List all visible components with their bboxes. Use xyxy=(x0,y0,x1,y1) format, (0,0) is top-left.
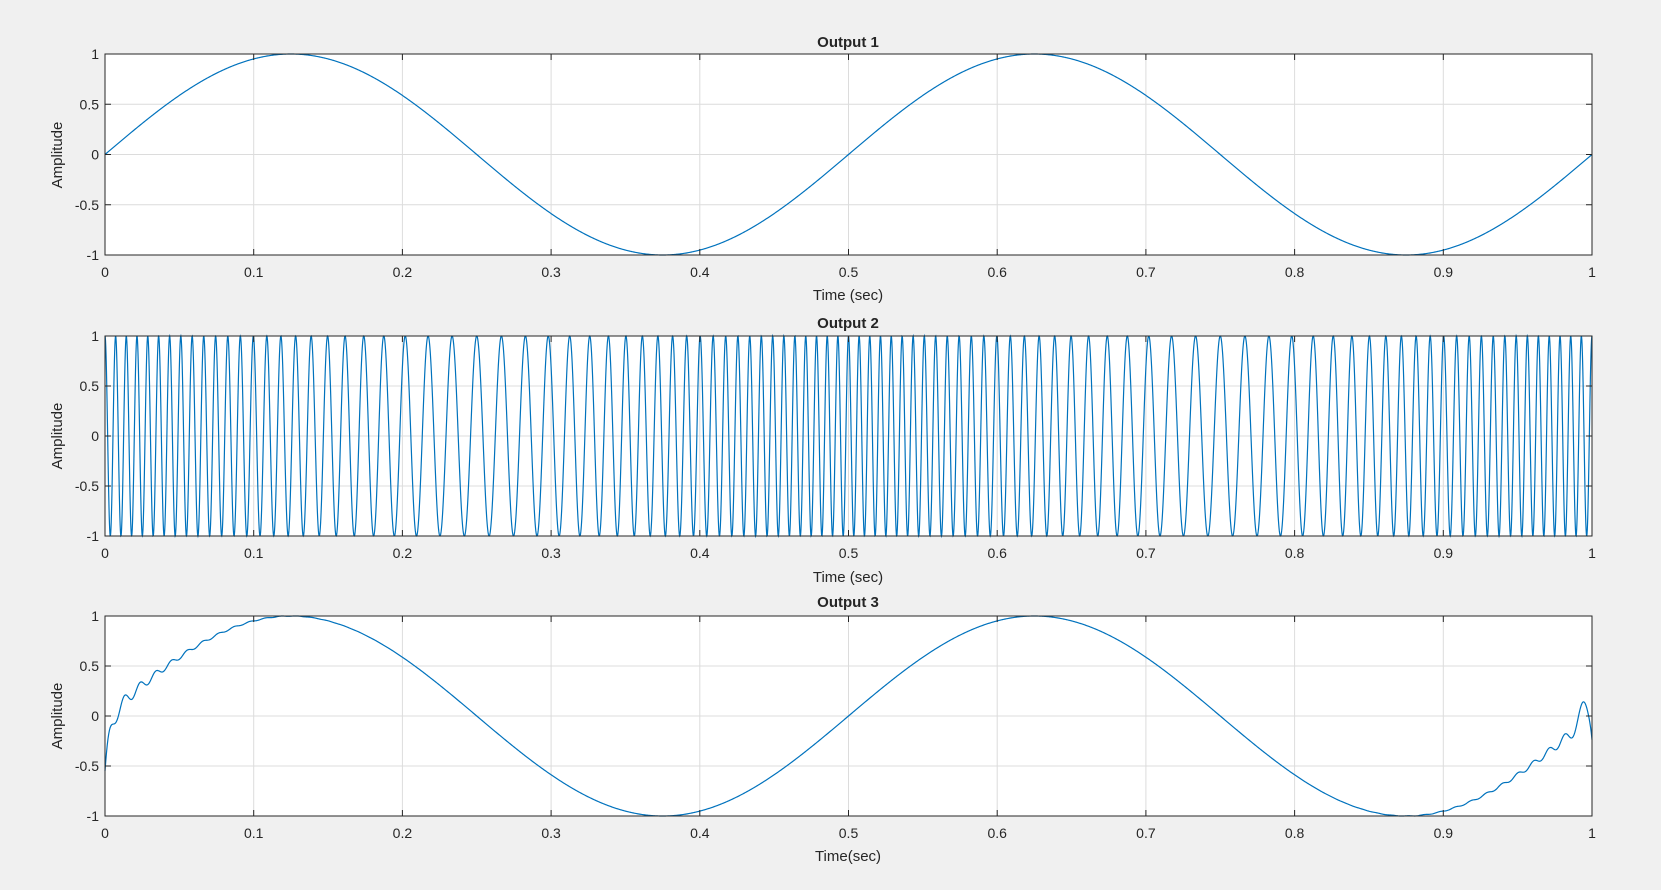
y-tick-label: -0.5 xyxy=(75,758,99,774)
x-tick-label: 0.8 xyxy=(1285,545,1305,561)
y-tick-label: 0.5 xyxy=(80,378,100,394)
x-tick-label: 0.9 xyxy=(1434,825,1454,841)
subplot-2-title: Output 2 xyxy=(817,315,879,332)
y-tick-label: -0.5 xyxy=(75,197,99,213)
x-tick-label: 0.1 xyxy=(244,545,264,561)
y-tick-label: 0.5 xyxy=(80,96,100,112)
subplot-3: Output 3 Time(sec) Amplitude 0 0.1 0.2 0.3 0… xyxy=(49,594,1596,865)
y-tick-label: 0 xyxy=(91,428,99,444)
x-tick-label: 1 xyxy=(1588,545,1596,561)
x-tick-label: 0.6 xyxy=(987,825,1007,841)
y-tick-label: 0 xyxy=(91,147,99,163)
x-tick-label: 0.5 xyxy=(839,545,859,561)
x-tick-label: 0 xyxy=(101,545,109,561)
x-tick-label: 0 xyxy=(101,825,109,841)
subplot-1-xlabel: Time (sec) xyxy=(813,287,883,304)
x-tick-label: 0.4 xyxy=(690,264,710,280)
subplot-2: Output 2 Time (sec) Amplitude 0 0.1 0.2 0.3… xyxy=(49,315,1596,586)
x-tick-label: 0.2 xyxy=(393,825,413,841)
y-tick-label: 1 xyxy=(91,46,99,62)
x-tick-label: 0 xyxy=(101,264,109,280)
y-tick-label: -1 xyxy=(87,528,100,544)
y-tick-label: 1 xyxy=(91,608,99,624)
subplot-1-ylabel: Amplitude xyxy=(49,122,66,189)
y-tick-label: 1 xyxy=(91,328,99,344)
x-tick-label: 1 xyxy=(1588,825,1596,841)
x-tick-label: 0.2 xyxy=(393,264,413,280)
subplot-3-title: Output 3 xyxy=(817,594,879,611)
series-line xyxy=(104,615,1593,817)
y-tick-label: 0 xyxy=(91,708,99,724)
subplot-3-ylabel: Amplitude xyxy=(49,683,66,750)
x-tick-label: 0.8 xyxy=(1285,825,1305,841)
y-tick-label: -1 xyxy=(87,808,100,824)
subplot-1-title: Output 1 xyxy=(817,34,879,51)
x-tick-label: 0.4 xyxy=(690,825,710,841)
x-tick-label: 0.9 xyxy=(1434,264,1454,280)
x-tick-label: 1 xyxy=(1588,264,1596,280)
x-tick-label: 0.4 xyxy=(690,545,710,561)
y-tick-label: 0.5 xyxy=(80,658,100,674)
y-tick-label: -0.5 xyxy=(75,478,99,494)
x-tick-label: 0.3 xyxy=(541,264,561,280)
subplot-2-ylabel: Amplitude xyxy=(49,403,66,470)
series-line xyxy=(104,53,1593,256)
x-tick-label: 0.3 xyxy=(541,825,561,841)
subplot-2-xlabel: Time (sec) xyxy=(813,569,883,586)
y-tick-label: -1 xyxy=(87,247,100,263)
x-tick-label: 0.5 xyxy=(839,264,859,280)
x-tick-label: 0.7 xyxy=(1136,264,1156,280)
x-tick-label: 0.2 xyxy=(393,545,413,561)
subplot-3-xlabel: Time(sec) xyxy=(815,848,881,865)
x-tick-label: 0.5 xyxy=(839,825,859,841)
x-tick-label: 0.9 xyxy=(1434,545,1454,561)
x-tick-label: 0.7 xyxy=(1136,825,1156,841)
x-tick-label: 0.6 xyxy=(987,264,1007,280)
x-tick-label: 0.1 xyxy=(244,264,264,280)
x-tick-label: 0.3 xyxy=(541,545,561,561)
subplot-1: Output 1 Time (sec) Amplitude 0 0.1 0.2 0.3… xyxy=(49,34,1596,304)
x-tick-label: 0.1 xyxy=(244,825,264,841)
x-tick-label: 0.6 xyxy=(987,545,1007,561)
x-tick-label: 0.7 xyxy=(1136,545,1156,561)
x-tick-label: 0.8 xyxy=(1285,264,1305,280)
